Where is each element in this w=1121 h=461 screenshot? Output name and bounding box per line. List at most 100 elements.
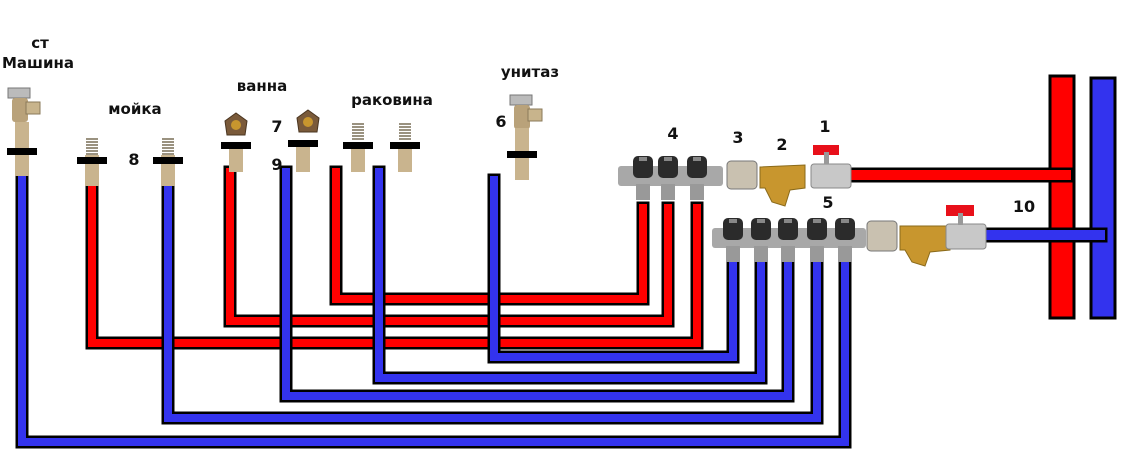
- cold-ball-valve: [945, 223, 987, 250]
- toilet-valve-handle: [509, 94, 533, 106]
- hot-filter-2: [759, 164, 806, 207]
- hot-adapter-3: [726, 160, 758, 190]
- rib: [86, 147, 98, 149]
- bathtub-hot-collar: [221, 142, 251, 149]
- hot-manifold-knob-cap-3: [693, 157, 701, 161]
- toilet-collar: [507, 151, 537, 158]
- hot-pipe-kitchen-sink: [88, 181, 701, 347]
- washing-machine-valve-body: [12, 98, 28, 122]
- cold-manifold-knob-cap-1: [729, 219, 737, 223]
- cold-riser: [1089, 76, 1117, 320]
- label-bathtub: ванна: [237, 77, 287, 95]
- washing-machine-valve-outlet: [25, 101, 41, 115]
- hot-manifold-knob-3: [687, 156, 707, 178]
- cold-filter: [899, 225, 951, 267]
- label-washbasin: раковина: [351, 91, 433, 109]
- rib: [86, 153, 98, 155]
- rib: [352, 126, 364, 128]
- washbasin-cold-sleeve: [398, 145, 412, 172]
- hot-valve-stem: [824, 152, 829, 164]
- rib: [86, 141, 98, 143]
- cold-manifold-knob-5: [835, 218, 855, 240]
- cold-manifold-knob-1: [723, 218, 743, 240]
- cold-manifold-knob-cap-5: [841, 219, 849, 223]
- washing-machine-valve-handle: [7, 87, 31, 99]
- bathtub-cold-star-center: [303, 117, 313, 127]
- bathtub-hot-sleeve: [229, 145, 243, 172]
- toilet-valve-body: [514, 105, 530, 129]
- cold-manifold-knob-cap-4: [813, 219, 821, 223]
- number-9: 9: [271, 155, 282, 174]
- rib: [352, 132, 364, 134]
- bathtub-cold-collar: [288, 140, 318, 147]
- cold-pipe-washing-machine: [18, 171, 849, 446]
- undefined-ribbed-adapter: [162, 138, 174, 155]
- washing-machine-collar: [7, 148, 37, 155]
- cold-manifold-knob-3: [778, 218, 798, 240]
- cold-adapter: [866, 220, 898, 252]
- label-washing-machine-1: ст: [31, 34, 49, 52]
- hot-ball-valve-1: [810, 163, 852, 189]
- hot-manifold-knob-1: [633, 156, 653, 178]
- bathtub-hot-star-center: [231, 120, 241, 130]
- rib: [399, 132, 411, 134]
- rib: [399, 126, 411, 128]
- label-washing-machine-2: Машина: [2, 54, 74, 72]
- undefined-ribbed-adapter: [86, 138, 98, 155]
- rib: [352, 138, 364, 140]
- cold-manifold-outlet-4: [810, 246, 824, 262]
- rib: [399, 129, 411, 131]
- number-1: 1: [819, 117, 830, 136]
- number-4: 4: [667, 124, 678, 143]
- cold-manifold-knob-cap-3: [784, 219, 792, 223]
- number-10: 10: [1013, 197, 1035, 216]
- cold-pipe-washbasin: [375, 168, 765, 382]
- cold-manifold-knob-4: [807, 218, 827, 240]
- cold-manifold-outlet-2: [754, 246, 768, 262]
- number-3: 3: [732, 128, 743, 147]
- rib: [399, 123, 411, 125]
- number-7: 7: [271, 117, 282, 136]
- rib: [86, 150, 98, 152]
- fittings: [7, 87, 987, 267]
- bathtub-cold-sleeve: [296, 145, 310, 172]
- cold-pipe-kitchen-sink: [164, 181, 821, 422]
- rib: [162, 150, 174, 152]
- rib: [162, 138, 174, 140]
- kitchen-sink-cold-collar: [153, 157, 183, 164]
- rib: [352, 129, 364, 131]
- rib: [399, 135, 411, 137]
- cold-valve-handle: [946, 205, 974, 216]
- label-kitchen-sink: мойка: [108, 100, 161, 118]
- cold-pipe-toilet: [490, 176, 737, 361]
- number-2: 2: [776, 135, 787, 154]
- hot-manifold-knob-cap-2: [664, 157, 672, 161]
- washbasin-hot-collar: [343, 142, 373, 149]
- hot-manifold-outlet-3: [690, 184, 704, 200]
- rib: [162, 144, 174, 146]
- washbasin-cold-ribbed-adapter: [399, 123, 411, 140]
- label-toilet: унитаз: [501, 63, 559, 81]
- rib: [352, 123, 364, 125]
- washbasin-hot-sleeve: [351, 145, 365, 172]
- hot-valve-handle: [813, 145, 839, 155]
- rib: [162, 153, 174, 155]
- cold-manifold-outlet-1: [726, 246, 740, 262]
- cold-manifold-knob-cap-2: [757, 219, 765, 223]
- cold-pipe-bathtub: [282, 168, 792, 400]
- rib: [86, 138, 98, 140]
- pipes: [15, 74, 1117, 449]
- toilet-valve-outlet: [527, 108, 543, 122]
- hot-manifold-knob-2: [658, 156, 678, 178]
- rib: [86, 144, 98, 146]
- number-8: 8: [128, 150, 139, 169]
- rib: [162, 147, 174, 149]
- kitchen-sink-hot-collar: [77, 157, 107, 164]
- cold-manifold-knob-2: [751, 218, 771, 240]
- washbasin-hot-ribbed-adapter: [352, 123, 364, 140]
- rib: [399, 138, 411, 140]
- hot-manifold-outlet-2: [661, 184, 675, 200]
- rib: [162, 141, 174, 143]
